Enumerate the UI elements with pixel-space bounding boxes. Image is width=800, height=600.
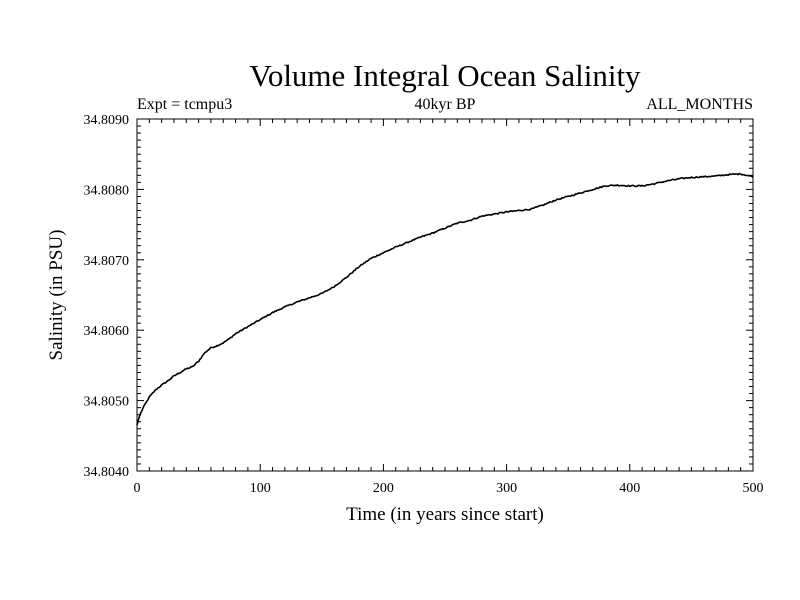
y-tick-label: 34.8050	[84, 395, 130, 410]
x-tick-label: 100	[250, 481, 271, 496]
x-tick-labels: 0 100 200 300 400 500	[134, 481, 764, 496]
y-tick-label: 34.8090	[84, 113, 130, 128]
subtitle-period: 40kyr BP	[415, 96, 476, 113]
y-tick-labels: 34.8040 34.8050 34.8060 34.8070 34.8080 34.80…	[84, 113, 130, 480]
subtitle-experiment: Expt = tcmpu3	[137, 96, 232, 113]
y-tick-label: 34.8040	[84, 465, 130, 480]
x-tick-label: 0	[134, 481, 141, 496]
x-tick-label: 300	[496, 481, 517, 496]
x-axis-label: Time (in years since start)	[346, 504, 544, 525]
plot-frame	[136, 118, 754, 472]
x-tick-label: 500	[743, 481, 764, 496]
x-tick-label: 400	[619, 481, 640, 496]
salinity-series-line	[136, 172, 754, 426]
axis-ticks	[136, 118, 754, 472]
y-axis-label: Salinity (in PSU)	[46, 230, 67, 361]
y-tick-label: 34.8060	[84, 324, 130, 339]
y-tick-label: 34.8070	[84, 254, 130, 269]
subtitle-months: ALL_MONTHS	[646, 96, 753, 113]
x-tick-label: 200	[373, 481, 394, 496]
y-tick-label: 34.8080	[84, 183, 130, 198]
chart-title: Volume Integral Ocean Salinity	[249, 58, 641, 93]
